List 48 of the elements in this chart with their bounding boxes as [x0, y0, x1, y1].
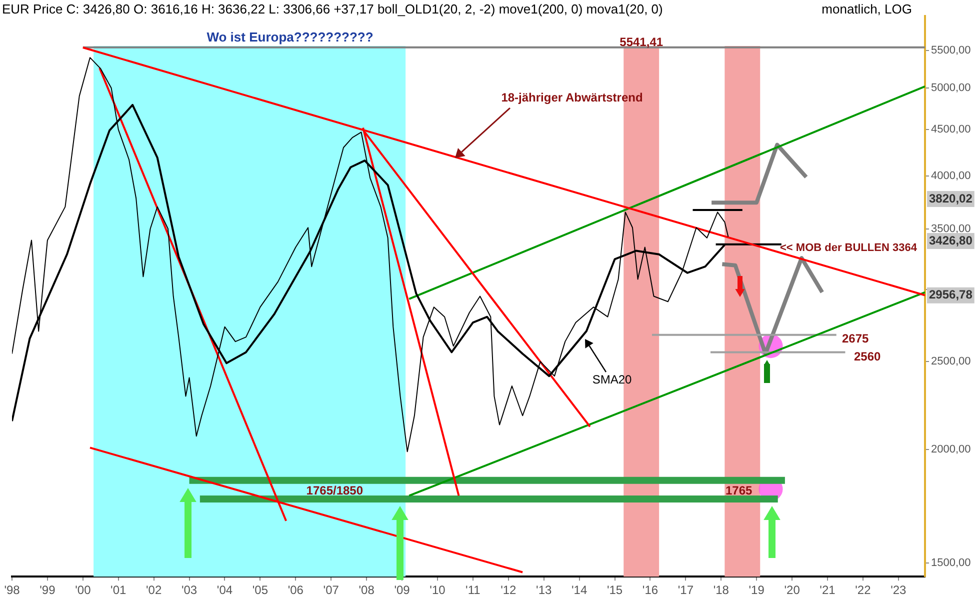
- x-tick-label: '09: [394, 583, 410, 598]
- y-tick-label: 4000,00: [931, 170, 971, 182]
- x-tick-label: '04: [216, 583, 233, 598]
- x-tick-label: '23: [890, 583, 907, 598]
- text: 3426,80: [929, 233, 973, 248]
- x-tick-label: '21: [820, 583, 836, 598]
- y-tick-label: 2000,00: [931, 444, 971, 456]
- x-tick-label: '22: [855, 583, 872, 598]
- text: 3820,02: [929, 191, 973, 206]
- text: Wo ist Europa??????????: [206, 30, 374, 45]
- x-tick-label: '07: [323, 583, 340, 598]
- annotation: 1765: [726, 484, 753, 498]
- x-tick-label: '99: [40, 583, 56, 598]
- annotation: << MOB der BULLEN 3364: [780, 242, 918, 254]
- annotation: monatlich, LOG: [822, 2, 912, 17]
- x-tick-label: '16: [642, 583, 658, 598]
- x-tick-label: '03: [181, 583, 198, 598]
- chart-subtitle: EUR Price C: 3426,80 O: 3616,16 H: 3636,22 L: 3306,66 +37,17 boll_OLD1(20, 2, -2) move1(200, 0) mova1(20, 0): [2, 2, 663, 17]
- annotation: SMA20: [592, 372, 632, 386]
- x-tick-label: '06: [288, 583, 304, 598]
- x-tick-label: '11: [466, 583, 481, 598]
- x-tick-label: '17: [678, 583, 694, 598]
- x-tick-label: '08: [358, 583, 375, 598]
- annotation: 18-jähriger Abwärtstrend: [501, 90, 643, 104]
- x-tick-label: '13: [536, 583, 552, 598]
- annotation: 2675: [842, 331, 870, 346]
- annotation: 5541,41: [620, 34, 664, 49]
- y-tick-label: 5500,00: [931, 44, 971, 56]
- y-tick-label: 4500,00: [931, 124, 971, 136]
- x-tick-label: '01: [110, 583, 127, 598]
- x-tick-label: '18: [713, 583, 730, 598]
- x-tick-label: '20: [784, 583, 800, 598]
- y-tick-label: 2500,00: [931, 356, 971, 368]
- x-tick-label: '05: [252, 583, 268, 598]
- annotation: 1765/1850: [306, 484, 364, 498]
- x-tick-label: '98: [4, 583, 20, 598]
- x-tick-label: '14: [571, 583, 588, 598]
- x-tick-label: '02: [146, 583, 162, 598]
- y-tick-label: 1500,00: [931, 557, 971, 570]
- y-tick-label: 3500,00: [931, 222, 971, 235]
- x-tick-label: '12: [500, 583, 517, 598]
- x-tick-label: '19: [748, 583, 765, 598]
- y-tick-label: 5000,00: [931, 82, 971, 94]
- x-tick-label: '15: [606, 583, 623, 598]
- x-tick-label: '10: [430, 583, 446, 598]
- annotation: 2560: [854, 349, 882, 364]
- x-tick-label: '00: [75, 583, 92, 598]
- annotation: 2956,78: [929, 288, 973, 302]
